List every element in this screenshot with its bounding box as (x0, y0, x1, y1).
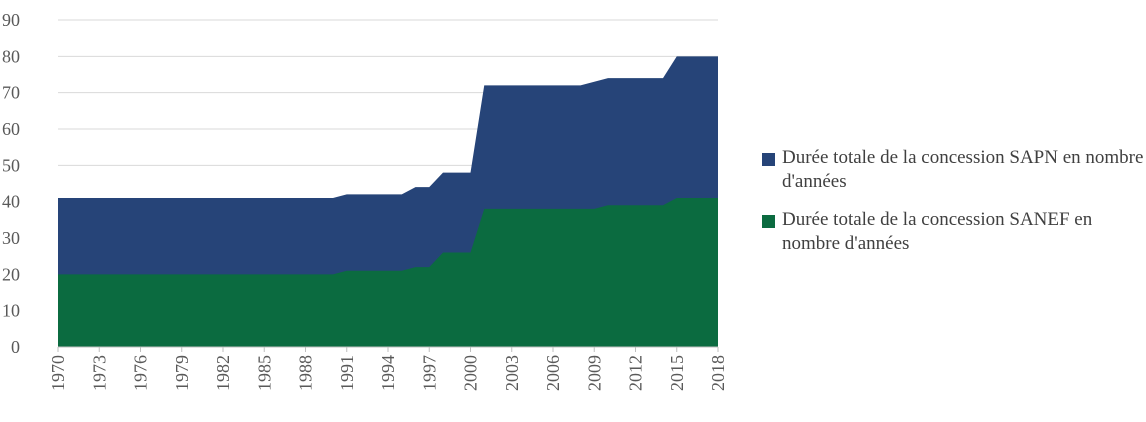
y-tick-label: 90 (2, 10, 20, 30)
legend-label: Durée totale de la concession SAPN en no… (782, 147, 1144, 192)
legend: Durée totale de la concession SAPN en no… (762, 146, 1144, 270)
y-tick-label: 30 (2, 228, 20, 248)
y-tick-label: 80 (2, 46, 20, 66)
x-tick-label: 1988 (296, 355, 316, 391)
legend-item: Durée totale de la concession SAPN en no… (762, 146, 1144, 194)
x-tick-label: 1982 (213, 355, 233, 391)
y-tick-label: 0 (11, 337, 20, 357)
x-tick-label: 2012 (626, 355, 646, 391)
legend-item: Durée totale de la concession SANEF en n… (762, 208, 1144, 256)
legend-label: Durée totale de la concession SANEF en n… (782, 209, 1093, 254)
x-tick-label: 1991 (337, 355, 357, 391)
x-tick-label: 1985 (254, 355, 274, 391)
x-tick-label: 1979 (172, 355, 192, 391)
y-tick-label: 50 (2, 155, 20, 175)
x-tick-label: 1970 (48, 355, 68, 391)
x-tick-label: 1973 (89, 355, 109, 391)
y-tick-label: 60 (2, 119, 20, 139)
x-tick-label: 2003 (502, 355, 522, 391)
y-tick-label: 20 (2, 264, 20, 284)
legend-swatch (762, 153, 775, 166)
x-tick-label: 2000 (461, 355, 481, 391)
y-tick-label: 40 (2, 192, 20, 212)
x-tick-label: 2018 (708, 355, 728, 391)
x-tick-label: 1976 (131, 355, 151, 391)
x-tick-label: 1994 (378, 355, 398, 391)
x-tick-label: 2009 (584, 355, 604, 391)
x-tick-label: 1997 (419, 355, 439, 391)
legend-swatch (762, 215, 775, 228)
x-tick-label: 2015 (667, 355, 687, 391)
y-tick-label: 70 (2, 83, 20, 103)
y-tick-label: 10 (2, 301, 20, 321)
area (58, 198, 718, 347)
x-tick-label: 2006 (543, 355, 563, 391)
